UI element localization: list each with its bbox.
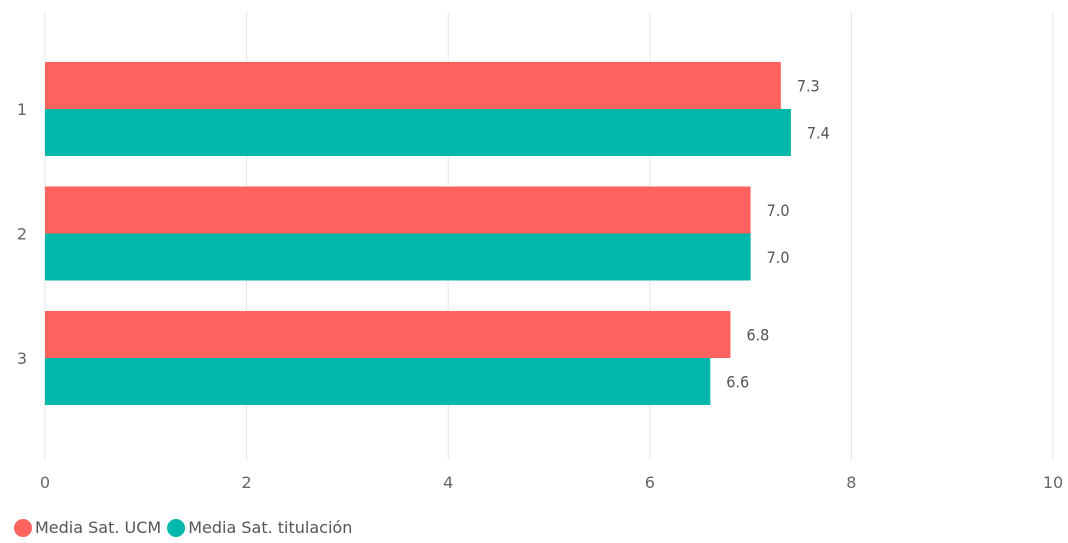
- data-label: 7.0: [767, 248, 790, 267]
- legend-label-titulacion: Media Sat. titulación: [188, 518, 353, 537]
- bar-titulacion-3[interactable]: [45, 358, 711, 405]
- bar-ucm-3[interactable]: [45, 311, 731, 358]
- y-tick-label: 1: [17, 100, 27, 119]
- x-tick-label: 8: [846, 473, 856, 492]
- x-axis-ticks: 0 2 4 6 8 10: [40, 473, 1063, 492]
- x-tick-label: 6: [645, 473, 655, 492]
- data-label: 7.4: [807, 124, 830, 143]
- bar-titulacion-1[interactable]: [45, 109, 791, 156]
- data-label: 6.8: [746, 326, 769, 345]
- legend-marker-titulacion: [167, 518, 186, 537]
- legend: Media Sat. UCM Media Sat. titulación: [14, 518, 358, 537]
- data-label: 7.3: [797, 77, 820, 96]
- y-tick-label: 3: [17, 349, 27, 368]
- data-label: 7.0: [767, 201, 790, 220]
- legend-item-ucm[interactable]: Media Sat. UCM: [14, 518, 161, 537]
- x-tick-label: 0: [40, 473, 50, 492]
- bar-ucm-2[interactable]: [45, 186, 751, 234]
- bar-titulacion-2[interactable]: [45, 233, 751, 281]
- x-tick-label: 2: [242, 473, 252, 492]
- data-labels: 7.3 7.4 7.0 7.0 6.8 6.6: [726, 77, 830, 392]
- bar-ucm-1[interactable]: [45, 62, 781, 109]
- legend-item-titulacion[interactable]: Media Sat. titulación: [167, 518, 352, 537]
- y-tick-label: 2: [17, 225, 27, 244]
- y-axis-ticks: 1 2 3: [17, 100, 27, 368]
- legend-marker-ucm: [14, 518, 32, 537]
- bars: [45, 62, 791, 405]
- data-label: 6.6: [726, 373, 749, 392]
- x-tick-label: 4: [443, 473, 453, 492]
- legend-label-ucm: Media Sat. UCM: [35, 518, 162, 537]
- x-tick-label: 10: [1043, 473, 1063, 492]
